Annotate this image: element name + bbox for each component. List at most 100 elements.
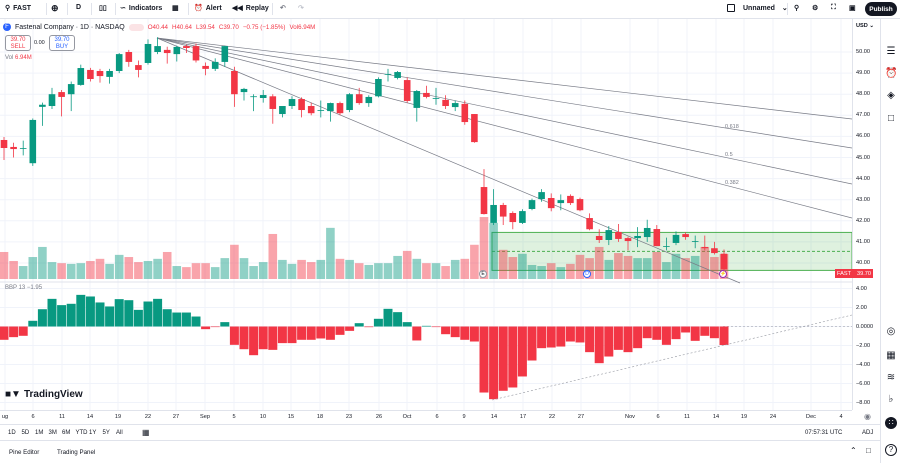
bbp-bar <box>239 326 249 350</box>
interval-button[interactable]: D <box>76 4 82 11</box>
fib-fan-line <box>156 37 852 219</box>
dividend-marker[interactable]: D <box>583 270 591 278</box>
templates-icon[interactable]: ▦ <box>172 5 179 12</box>
price-chart[interactable] <box>0 19 852 410</box>
alert-button[interactable]: ⏰ Alert <box>194 4 222 13</box>
symbol-title[interactable]: Fastenal Company · 1D · NASDAQ <box>15 23 125 31</box>
candle-body <box>19 148 27 149</box>
bbp-bar <box>623 326 633 353</box>
bbp-bar <box>153 298 163 327</box>
bbp-bar <box>325 326 335 340</box>
range-5d[interactable]: 5D <box>21 430 30 436</box>
bbp-bar <box>719 326 729 346</box>
bbp-bar <box>537 326 547 349</box>
candle-body <box>471 114 478 143</box>
price-axis[interactable]: USD ⌄ 50.00 49.00 48.00 47.00 46.00 45.00 44.0… <box>852 19 880 410</box>
bbp-legend: BBP 13 −1.95 <box>5 285 42 291</box>
candle-body <box>432 97 440 99</box>
adj-toggle[interactable]: ADJ <box>862 430 874 436</box>
add-symbol-icon[interactable]: ⊕ <box>51 3 59 13</box>
volume-bar <box>604 259 614 279</box>
date-range-icon[interactable]: ▦ <box>142 428 150 437</box>
candle-body <box>442 99 449 107</box>
time-tick: 14 <box>86 414 94 420</box>
volume-bar <box>201 263 210 279</box>
range-1m[interactable]: 1M <box>35 430 44 436</box>
apps-grid-icon[interactable]: ∷ <box>885 417 897 429</box>
range-5y[interactable]: 5Y <box>102 430 110 436</box>
bbp-bar <box>431 326 441 328</box>
chat-icon[interactable]: □ <box>887 113 895 124</box>
range-3m[interactable]: 3M <box>48 430 57 436</box>
candle-body <box>163 49 171 54</box>
range-6m[interactable]: 6M <box>62 430 71 436</box>
volume-bar <box>364 264 374 279</box>
stream-icon[interactable]: ≋ <box>886 372 896 383</box>
last-price-value: 39.70 <box>857 270 871 277</box>
chevron-up-icon[interactable]: ⌃ <box>850 446 857 455</box>
layers-icon[interactable]: ◈ <box>887 90 895 101</box>
volume-bar <box>105 263 114 279</box>
settings-icon[interactable]: ⚙ <box>812 5 819 12</box>
candle-body <box>720 253 728 270</box>
candle-body <box>183 46 190 48</box>
candle-body <box>557 200 565 204</box>
volume-bar <box>652 251 662 279</box>
undo-icon[interactable]: ↶ <box>280 5 286 12</box>
volume-bar <box>518 253 527 279</box>
layout-menu[interactable]: Unnamed ⌄ <box>727 4 788 12</box>
tab-pine-editor[interactable]: Pine Editor <box>9 449 40 456</box>
osc-tick: −2.00 <box>856 342 871 349</box>
range-ytd[interactable]: YTD <box>75 430 88 436</box>
range-1y[interactable]: 1Y <box>89 430 97 436</box>
bell-icon[interactable]: ♭ <box>888 394 894 405</box>
bbp-bar <box>383 308 393 327</box>
indicators-icon: ∽ <box>120 5 126 12</box>
help-icon[interactable]: ? <box>885 444 897 456</box>
candle-body <box>279 106 286 115</box>
publish-button[interactable]: Publish <box>865 2 897 16</box>
bbp-bar <box>575 326 585 343</box>
buy-button[interactable]: 39.70 BUY <box>49 35 75 51</box>
volume-bar <box>335 258 345 279</box>
volume-bar <box>268 233 278 279</box>
symbol-search[interactable]: ⚲ FAST <box>5 4 31 13</box>
range-1d[interactable]: 1D <box>8 430 16 436</box>
range-bar: ▦ 07:57:31 UTC ADJ 1D 5D 1M 3M 6M YTD 1Y 5Y All <box>0 424 880 441</box>
currency-selector[interactable]: USD ⌄ <box>856 23 875 29</box>
price-tick: 42.00 <box>856 217 870 224</box>
volume-bar <box>556 267 566 279</box>
indicators-button[interactable]: ∽ Indicators <box>120 4 163 13</box>
tab-trading-panel[interactable]: Trading Panel <box>57 449 96 456</box>
target-icon[interactable]: ◎ <box>886 326 896 337</box>
clock-display[interactable]: 07:57:31 UTC <box>805 430 843 436</box>
price-tick: 45.00 <box>856 154 870 161</box>
candle-body <box>48 94 56 107</box>
redo-icon[interactable]: ↷ <box>298 5 304 12</box>
replay-button[interactable]: ◀◀ Replay <box>232 4 269 13</box>
axis-settings-icon[interactable]: ◉ <box>864 412 871 421</box>
candle-body <box>173 46 181 55</box>
range-all[interactable]: All <box>116 430 123 436</box>
legend-toggle[interactable] <box>128 23 144 31</box>
candle-body <box>29 119 37 164</box>
bbp-bar <box>57 305 67 327</box>
osc-tick: 2.00 <box>856 304 867 311</box>
time-axis[interactable]: ug 6 11 14 19 22 27 Sep 5 10 15 18 23 26 Oct 6 9 14 17 22 27… <box>0 410 852 423</box>
fib-label-0382: 0.382 <box>725 180 739 186</box>
candles-icon[interactable]: ▯▯ <box>99 5 107 12</box>
maximize-icon[interactable]: □ <box>866 446 871 455</box>
calendar-icon[interactable]: ▦ <box>886 350 896 361</box>
price-tick: 49.00 <box>856 70 870 77</box>
candle-body <box>711 248 718 254</box>
volume-bar <box>287 263 297 279</box>
fullscreen-icon[interactable]: ⛶ <box>831 4 836 11</box>
alarm-clock-icon[interactable]: ⏰ <box>885 68 898 79</box>
volume-bar <box>28 257 38 279</box>
camera-icon[interactable]: ▣ <box>849 5 856 12</box>
news-lightning-marker[interactable]: ⚡ <box>719 270 727 278</box>
quick-search-icon[interactable]: ⚲ <box>794 5 800 12</box>
sell-button[interactable]: 39.70 SELL <box>5 35 31 51</box>
earnings-marker[interactable]: E <box>479 270 487 278</box>
watchlist-icon[interactable]: ☰ <box>886 46 896 57</box>
